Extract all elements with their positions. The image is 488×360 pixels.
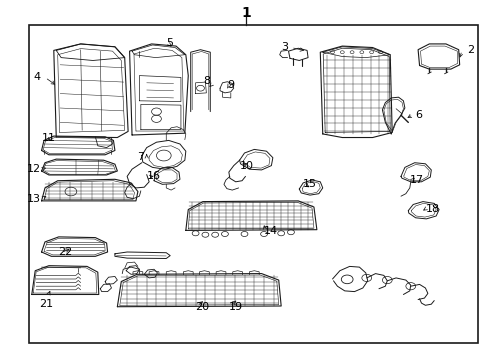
Text: 15: 15 [303,179,317,189]
Bar [29,25,477,343]
Text: 19: 19 [228,302,243,312]
Text: 7: 7 [137,152,144,162]
Text: 11: 11 [41,132,56,143]
Text: 13: 13 [26,194,41,204]
Text: 10: 10 [239,161,253,171]
Text: 6: 6 [415,110,422,120]
Text: 12: 12 [26,164,41,174]
Text: 14: 14 [264,226,278,236]
Text: 20: 20 [195,302,209,312]
Text: 18: 18 [425,204,439,214]
Text: 1: 1 [241,6,250,19]
Text: 21: 21 [40,299,53,309]
Text: 9: 9 [227,80,234,90]
Text: 4: 4 [33,72,40,82]
Text: 16: 16 [146,171,161,181]
Text: 3: 3 [281,42,288,52]
Text: 22: 22 [58,247,72,257]
Text: 5: 5 [166,38,173,48]
Text: 17: 17 [409,175,423,185]
Text: 2: 2 [466,45,473,55]
Text: 8: 8 [203,76,210,86]
